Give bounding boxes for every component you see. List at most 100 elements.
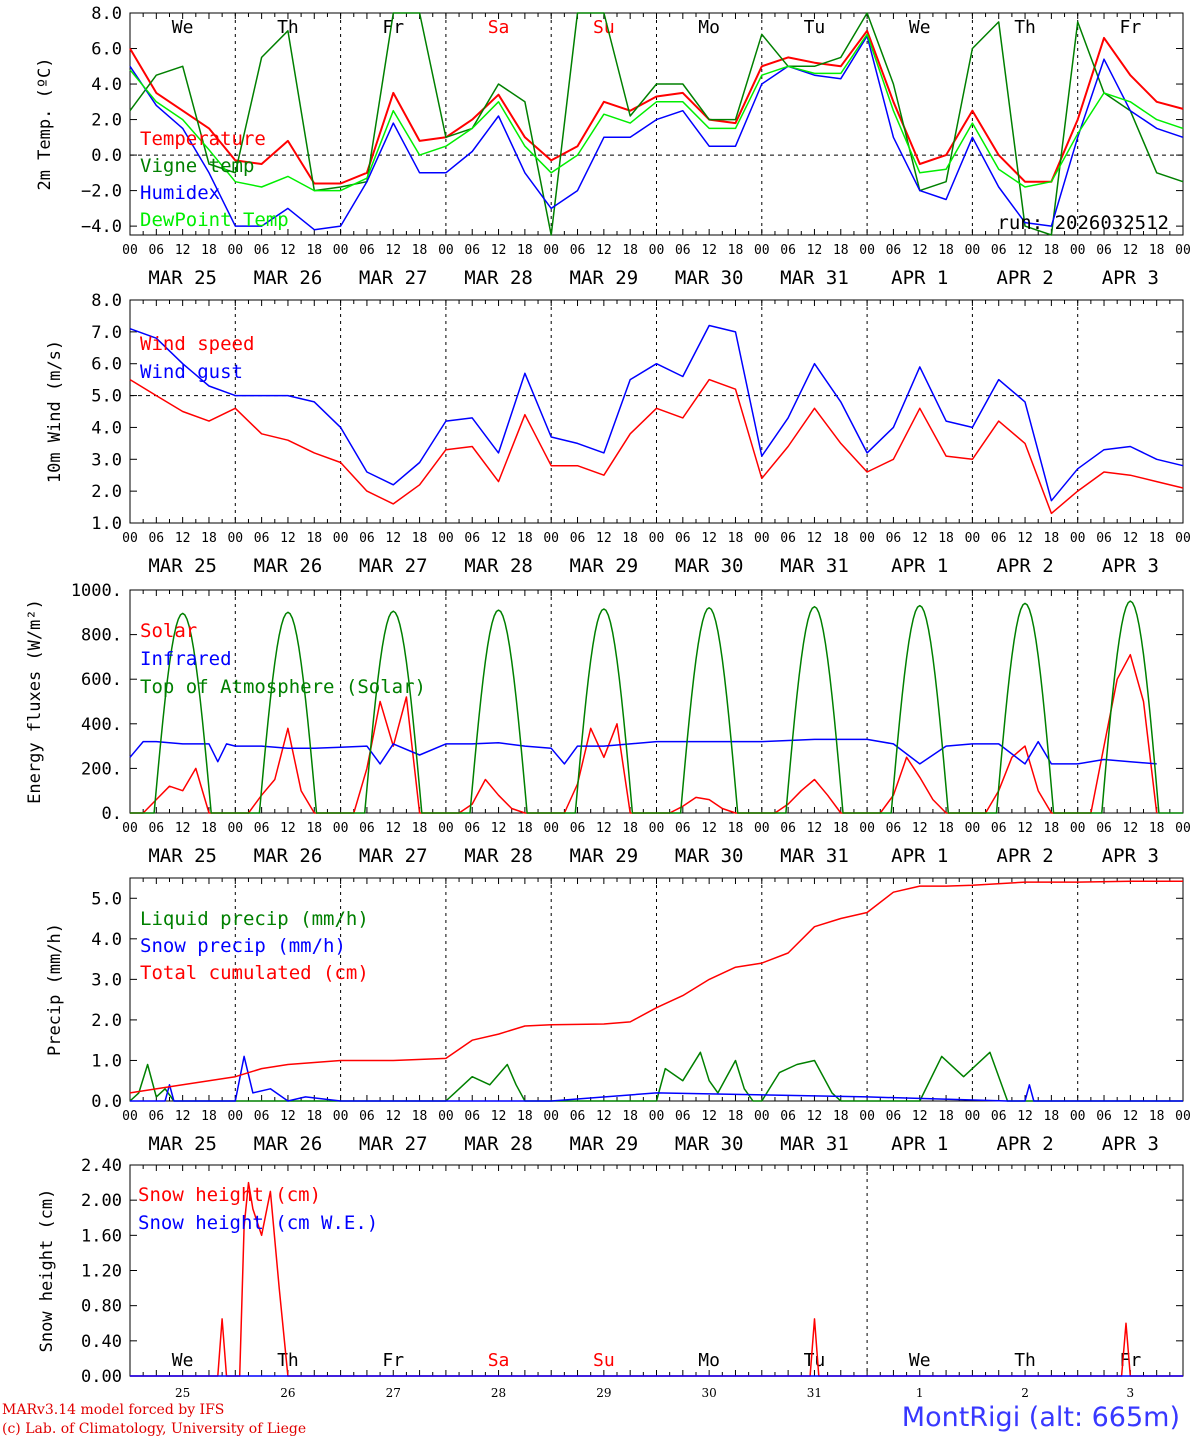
x-hour-label: 18	[728, 821, 744, 836]
x-hour-label: 18	[938, 243, 954, 258]
x-hour-label: 00	[649, 531, 665, 546]
y-tick-label: 1.0	[91, 514, 122, 534]
legend-entry: Total cumulated (cm)	[140, 962, 369, 984]
x-hour-label: 06	[570, 531, 586, 546]
x-hour-label: 06	[254, 821, 270, 836]
x-hour-label: 18	[412, 243, 428, 258]
x-hour-label: 06	[464, 821, 480, 836]
x-hour-label: 06	[780, 821, 796, 836]
series-line-temperature	[129, 29, 1184, 185]
x-date-label: APR 3	[1102, 845, 1159, 867]
x-hour-label: 12	[701, 531, 717, 546]
x-hour-label: 06	[675, 1109, 691, 1124]
legend-entry: Liquid precip (mm/h)	[140, 908, 369, 930]
legend-entry: Solar	[140, 620, 197, 642]
x-hour-label: 06	[991, 531, 1007, 546]
y-tick-label: 2.00	[81, 1191, 122, 1211]
x-hour-label: 06	[1096, 1109, 1112, 1124]
x-hour-label: 06	[254, 243, 270, 258]
x-hour-label: 00	[227, 531, 243, 546]
x-hour-label: 12	[1123, 821, 1139, 836]
x-hour-label: 00	[1070, 531, 1086, 546]
x-date-label: APR 1	[891, 267, 948, 289]
legend-entry: Humidex	[140, 182, 220, 204]
x-hour-label: 18	[1044, 531, 1060, 546]
y-tick-label: 6.0	[91, 40, 122, 60]
weekday-label: Mo	[698, 1350, 720, 1371]
y-tick-label: 0.	[102, 804, 122, 824]
model-credit: MARv3.14 model forced by IFS	[2, 1402, 225, 1418]
legend-entry: Infrared	[140, 648, 232, 670]
weekday-label: Tu	[804, 1350, 826, 1371]
y-tick-label: 3.0	[91, 450, 122, 470]
x-hour-label: 12	[596, 1109, 612, 1124]
x-hour-label: 18	[306, 821, 322, 836]
x-hour-label: 06	[464, 1109, 480, 1124]
x-hour-label: 00	[754, 1109, 770, 1124]
x-hour-label: 00	[543, 243, 559, 258]
x-hour-label: 18	[833, 243, 849, 258]
x-hour-label: 00	[965, 243, 981, 258]
y-tick-label: 8.0	[91, 291, 122, 311]
x-hour-label: 12	[280, 821, 296, 836]
x-hour-label: 00	[438, 821, 454, 836]
x-hour-label: 06	[359, 531, 375, 546]
x-day-number: 31	[807, 1386, 822, 1400]
legend-entry: Snow height (cm W.E.)	[138, 1212, 378, 1234]
x-date-label: MAR 26	[254, 555, 323, 577]
x-hour-label: 18	[201, 531, 217, 546]
x-hour-label: 00	[122, 243, 138, 258]
x-hour-label: 12	[912, 243, 928, 258]
x-hour-label: 00	[227, 821, 243, 836]
x-day-number: 1	[916, 1386, 924, 1400]
x-date-label: MAR 31	[780, 555, 849, 577]
x-hour-label: 18	[201, 1109, 217, 1124]
x-hour-label: 18	[1044, 1109, 1060, 1124]
weekday-label: Sa	[488, 1350, 510, 1371]
series-line-total-cumulated-cm	[129, 880, 1183, 1094]
x-hour-label: 06	[886, 821, 902, 836]
series-line-humidex	[129, 35, 1184, 231]
x-hour-label: 12	[1017, 1109, 1033, 1124]
precip-panel: 0.0 1.0 2.0 3.0 4.0 5.0 Precip (mm/h) 00 06 12 18 M…	[45, 877, 1191, 1155]
x-hour-label: 18	[622, 531, 638, 546]
x-hour-label: 18	[517, 821, 533, 836]
x-hour-label: 12	[385, 243, 401, 258]
x-hour-label: 00	[859, 243, 875, 258]
x-hour-label: 06	[886, 531, 902, 546]
x-hour-label: 18	[938, 1109, 954, 1124]
x-hour-label: 12	[1017, 243, 1033, 258]
x-hour-label: 06	[359, 821, 375, 836]
x-day-number: 30	[702, 1386, 717, 1400]
y-tick-label: −4.0	[81, 217, 122, 237]
temperature-panel: −4.0 −2.0 0.0 2.0 4.0 6.0 8.0 2m Temp. (ºC) 00 06…	[35, 4, 1191, 289]
run-label: run: 2026032512	[997, 212, 1169, 234]
y-tick-label: 200.	[81, 759, 122, 779]
x-hour-label: 00	[122, 531, 138, 546]
x-hour-label: 06	[464, 531, 480, 546]
x-date-label: MAR 29	[570, 845, 639, 867]
x-hour-label: 00	[859, 531, 875, 546]
x-date-label: APR 1	[891, 1133, 948, 1155]
x-hour-label: 00	[965, 531, 981, 546]
y-tick-label: 4.0	[91, 75, 122, 95]
x-date-label: MAR 26	[254, 1133, 323, 1155]
weekday-label: We	[172, 17, 194, 38]
y-tick-label: 3.0	[91, 970, 122, 990]
x-hour-label: 00	[1175, 531, 1191, 546]
x-hour-label: 18	[1044, 821, 1060, 836]
weekday-label: We	[909, 1350, 931, 1371]
x-hour-label: 00	[438, 1109, 454, 1124]
x-hour-label: 12	[1017, 531, 1033, 546]
x-date-label: APR 2	[996, 1133, 1053, 1155]
legend-entry: Temperature	[140, 128, 266, 150]
x-date-label: APR 3	[1102, 555, 1159, 577]
x-hour-label: 00	[333, 821, 349, 836]
x-hour-label: 06	[148, 531, 164, 546]
y-tick-label: −2.0	[81, 182, 122, 202]
x-date-label: MAR 30	[675, 267, 744, 289]
x-hour-label: 12	[491, 531, 507, 546]
x-hour-label: 06	[570, 1109, 586, 1124]
x-hour-label: 06	[1096, 531, 1112, 546]
station-label: MontRigi (alt: 665m)	[901, 1402, 1180, 1433]
